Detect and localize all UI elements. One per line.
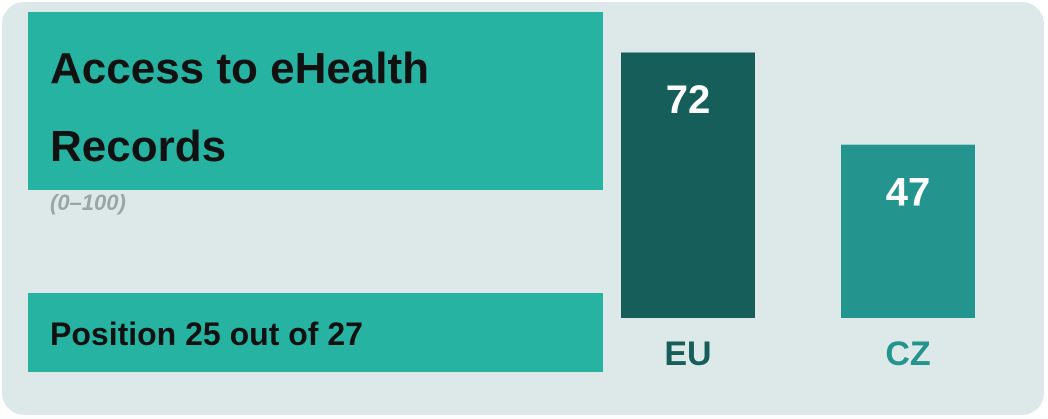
annotation: Position 25 out of 27 (50, 316, 363, 352)
value-label: 47 (886, 170, 931, 214)
chart-title: Access to eHealth Records (50, 44, 430, 171)
x-tick-label: CZ (885, 335, 930, 373)
x-tick-label: EU (664, 335, 711, 373)
value-label: 72 (666, 78, 711, 122)
bar (841, 144, 975, 318)
title-box (28, 12, 603, 190)
annotation-box (28, 293, 603, 372)
bar (621, 52, 755, 318)
chart-subtitle: (0–100) (50, 190, 126, 215)
